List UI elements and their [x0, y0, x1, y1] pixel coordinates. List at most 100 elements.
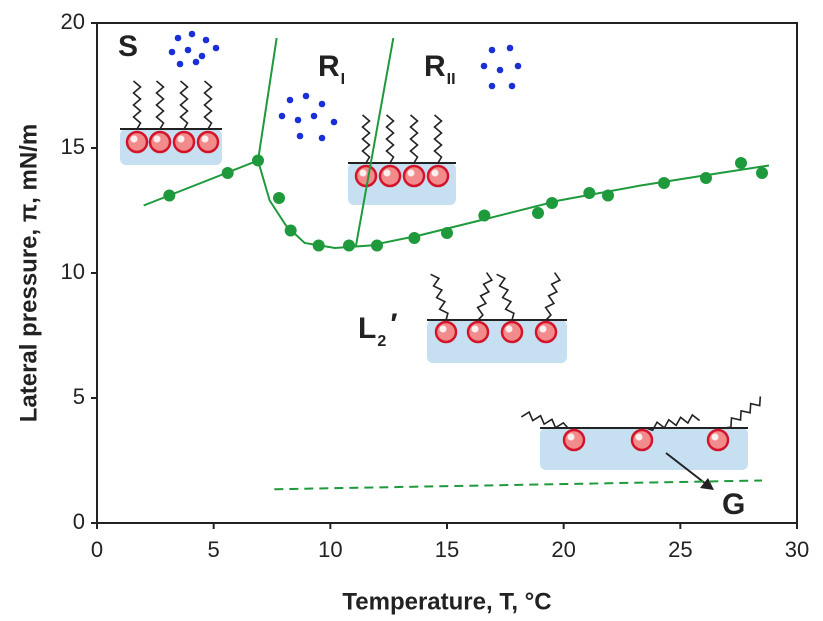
head-highlight [635, 433, 643, 441]
head-group [500, 320, 524, 344]
head-group [125, 130, 149, 154]
y-tick-label: 5 [73, 384, 85, 409]
y-tick-label: 20 [61, 9, 85, 34]
head-highlight [130, 135, 138, 143]
phase-label: R [318, 50, 340, 83]
lipid-tail [361, 114, 371, 164]
phase-label-sub: I [341, 71, 345, 88]
solvent-dot [278, 112, 286, 120]
y-tick-label: 10 [61, 259, 85, 284]
head-group [148, 130, 172, 154]
head-highlight [359, 169, 367, 177]
solvent-dot [488, 82, 496, 90]
solvent-dot [198, 52, 206, 60]
solvent-dot [506, 44, 514, 52]
solvent-dot [302, 92, 310, 100]
head-highlight [567, 433, 575, 441]
head-highlight [711, 433, 719, 441]
data-point [735, 157, 747, 169]
water-subphase [427, 320, 567, 363]
lipid-tail [132, 80, 142, 130]
lipid-tail [645, 413, 701, 432]
head-group [466, 320, 490, 344]
solvent-dot [330, 118, 338, 126]
lipid-tail [544, 272, 562, 321]
head-highlight [407, 169, 415, 177]
data-point [532, 207, 544, 219]
head-group [630, 428, 654, 452]
solvent-dot [310, 112, 318, 120]
phase-label-prime: ′ [390, 308, 397, 341]
phase-label: S [118, 30, 138, 63]
head-highlight [471, 325, 479, 333]
lipid-tail [179, 80, 189, 130]
fit-line [143, 159, 259, 207]
x-tick-label: 15 [435, 537, 459, 562]
head-group [434, 320, 458, 344]
head-highlight [177, 135, 185, 143]
phase-label: R [424, 50, 446, 83]
lipid-tail [476, 272, 494, 321]
x-tick-label: 20 [551, 537, 575, 562]
lipid-tail [155, 80, 165, 130]
fit-line [274, 479, 763, 491]
y-tick-label: 15 [61, 134, 85, 159]
head-highlight [431, 169, 439, 177]
head-group [354, 164, 378, 188]
solvent-dot [184, 46, 192, 54]
solvent-dot [508, 82, 516, 90]
head-group [534, 320, 558, 344]
solvent-dot [212, 44, 220, 52]
head-group [426, 164, 450, 188]
x-tick-label: 5 [208, 537, 220, 562]
solvent-dot [174, 34, 182, 42]
fit-line [257, 160, 770, 250]
head-highlight [383, 169, 391, 177]
solvent-dot [496, 66, 504, 74]
solvent-dot [176, 60, 184, 68]
lipid-tail [409, 114, 419, 164]
head-group [706, 428, 730, 452]
solvent-dot [318, 100, 326, 108]
lipid-tail [433, 114, 443, 164]
solvent-dot [294, 116, 302, 124]
solvent-dot [286, 96, 294, 104]
lipid-tail [520, 410, 569, 429]
y-axis-label: Lateral pressure, π, mN/m [15, 124, 42, 423]
data-point [273, 192, 285, 204]
fit-line [257, 37, 278, 161]
data-point [756, 167, 768, 179]
lipid-tail [723, 396, 762, 429]
phase-label: G [722, 488, 745, 521]
solvent-dot [488, 46, 496, 54]
y-tick-label: 0 [73, 509, 85, 534]
lipid-tail [496, 273, 515, 321]
head-group [196, 130, 220, 154]
g-arrow [665, 452, 707, 485]
fit-line [355, 37, 395, 246]
phase-label-sub: 2 [377, 333, 386, 350]
data-point [658, 177, 670, 189]
head-highlight [153, 135, 161, 143]
head-highlight [439, 325, 447, 333]
solvent-dot [480, 62, 488, 70]
solvent-dot [168, 48, 176, 56]
x-tick-label: 10 [318, 537, 342, 562]
x-tick-label: 0 [91, 537, 103, 562]
phase-label: L [358, 312, 376, 345]
solvent-dot [296, 132, 304, 140]
solvent-dot [514, 62, 522, 70]
lipid-tail [385, 114, 395, 164]
lipid-tail [430, 273, 449, 321]
data-point [583, 187, 596, 199]
g-arrow-head [700, 478, 714, 490]
head-group [378, 164, 402, 188]
solvent-dot [192, 58, 200, 66]
x-axis-label: Temperature, T, °C [342, 588, 551, 615]
head-group [172, 130, 196, 154]
head-highlight [505, 325, 513, 333]
phase-label-sub: II [447, 71, 456, 88]
head-highlight [201, 135, 209, 143]
solvent-dot [202, 36, 210, 44]
